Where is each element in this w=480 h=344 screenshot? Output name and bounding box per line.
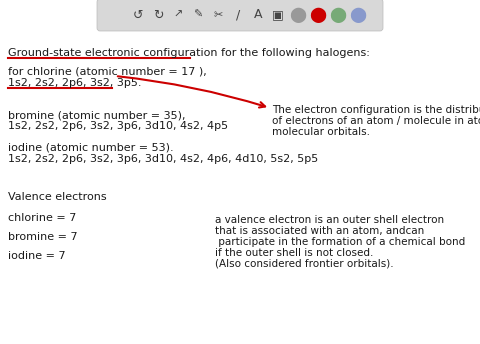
Text: 1s2, 2s2, 2p6, 3s2, 3p6, 3d10, 4s2, 4p6, 4d10, 5s2, 5p5: 1s2, 2s2, 2p6, 3s2, 3p6, 3d10, 4s2, 4p6,… — [8, 154, 318, 164]
FancyBboxPatch shape — [97, 0, 383, 31]
Text: that is associated with an atom, andcan: that is associated with an atom, andcan — [215, 226, 424, 236]
Text: Valence electrons: Valence electrons — [8, 192, 107, 202]
Text: ↻: ↻ — [153, 9, 163, 21]
Text: ⬤: ⬤ — [329, 7, 347, 23]
Text: Ground-state electronic configuration for the following halogens:: Ground-state electronic configuration fo… — [8, 48, 370, 58]
Text: 1s2, 2s2, 2p6, 3s2, 3p6, 3d10, 4s2, 4p5: 1s2, 2s2, 2p6, 3s2, 3p6, 3d10, 4s2, 4p5 — [8, 121, 228, 131]
Text: if the outer shell is not closed.: if the outer shell is not closed. — [215, 248, 373, 258]
Text: participate in the formation of a chemical bond: participate in the formation of a chemic… — [215, 237, 465, 247]
Text: iodine = 7: iodine = 7 — [8, 251, 66, 261]
Text: /: / — [236, 9, 240, 21]
Text: iodine (atomic number = 53).: iodine (atomic number = 53). — [8, 143, 174, 153]
Text: A: A — [254, 9, 262, 21]
Text: (Also considered frontier orbitals).: (Also considered frontier orbitals). — [215, 259, 394, 269]
Text: chlorine = 7: chlorine = 7 — [8, 213, 76, 223]
Text: of electrons of an atom / molecule in atomic /: of electrons of an atom / molecule in at… — [272, 116, 480, 126]
Text: molecular orbitals.: molecular orbitals. — [272, 127, 370, 137]
Text: ▣: ▣ — [272, 9, 284, 21]
Text: ⬤: ⬤ — [349, 7, 367, 23]
Text: ↺: ↺ — [133, 9, 143, 21]
Text: ⬤: ⬤ — [310, 7, 326, 23]
Text: ✎: ✎ — [193, 10, 203, 20]
Text: bromine = 7: bromine = 7 — [8, 232, 78, 242]
Text: a valence electron is an outer shell electron: a valence electron is an outer shell ele… — [215, 215, 444, 225]
Text: ✂: ✂ — [213, 10, 223, 20]
Text: bromine (atomic number = 35),: bromine (atomic number = 35), — [8, 110, 185, 120]
Text: 1s2, 2s2, 2p6, 3s2, 3p5.: 1s2, 2s2, 2p6, 3s2, 3p5. — [8, 78, 142, 88]
Text: ⬤: ⬤ — [289, 7, 307, 23]
Text: ↗: ↗ — [173, 10, 183, 20]
Text: The electron configuration is the distribution: The electron configuration is the distri… — [272, 105, 480, 115]
Text: for chlorine (atomic number = 17 ),: for chlorine (atomic number = 17 ), — [8, 67, 207, 77]
